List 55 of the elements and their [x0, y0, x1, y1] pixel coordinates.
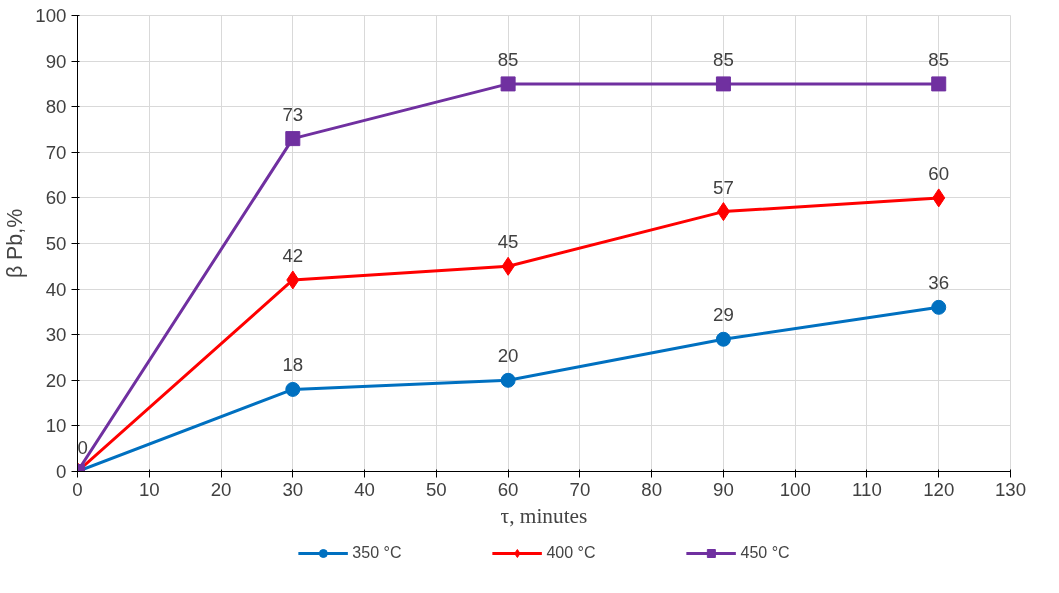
x-axis-title: τ, minutes [500, 503, 588, 528]
y-tick-label: 100 [35, 5, 67, 26]
point [716, 202, 730, 222]
point [500, 76, 516, 92]
data-label: 85 [713, 48, 734, 70]
point [715, 331, 731, 347]
data-label: 18 [282, 354, 304, 376]
point [500, 372, 516, 388]
legend-label: 450 °C [740, 543, 790, 562]
x-tick-label: 60 [497, 478, 519, 500]
data-label: 36 [928, 272, 950, 294]
x-tick-label: 90 [713, 478, 734, 500]
y-tick-label: 0 [56, 461, 67, 482]
point [285, 131, 301, 147]
point [931, 299, 947, 315]
x-tick-label: 110 [852, 478, 882, 500]
data-label: 85 [928, 48, 950, 70]
x-tick-label: 100 [779, 478, 811, 500]
x-tick-label: 40 [354, 478, 375, 500]
legend-label: 350 °C [352, 543, 402, 562]
y-tick-label: 90 [45, 50, 67, 72]
data-label: 42 [282, 244, 304, 266]
point [501, 256, 515, 276]
data-label: 85 [497, 48, 519, 70]
y-tick-label: 40 [45, 278, 67, 300]
data-label: 60 [928, 162, 950, 184]
point [931, 76, 947, 92]
point [715, 76, 731, 92]
x-tick-label: 120 [923, 478, 955, 500]
y-tick-label: 70 [45, 141, 67, 163]
point [286, 270, 300, 290]
data-label: 57 [713, 176, 734, 198]
data-label: 20 [497, 345, 519, 367]
x-tick-label: 20 [210, 478, 232, 500]
point [932, 188, 946, 208]
y-tick-label: 10 [45, 415, 67, 437]
y-tick-label: 30 [45, 324, 67, 346]
x-tick-label: 130 [994, 478, 1027, 500]
y-tick-label: 20 [45, 369, 67, 391]
legend-label: 400 °C [546, 543, 596, 562]
data-label: 45 [497, 231, 519, 253]
x-tick-label: 0 [72, 478, 83, 500]
x-tick-label: 30 [282, 478, 304, 500]
x-tick-label: 10 [138, 478, 160, 500]
point [285, 381, 301, 397]
data-label: 29 [713, 304, 734, 326]
y-tick-label: 50 [45, 233, 67, 254]
y-tick-label: 80 [45, 96, 67, 118]
y-tick-label: 60 [45, 187, 67, 209]
x-tick-label: 80 [641, 478, 663, 500]
x-tick-label: 50 [425, 478, 447, 500]
x-tick-label: 70 [569, 478, 591, 500]
y-axis-title: β Pb,% [3, 208, 28, 279]
data-label: 0 [77, 436, 88, 458]
data-label: 73 [282, 103, 304, 125]
